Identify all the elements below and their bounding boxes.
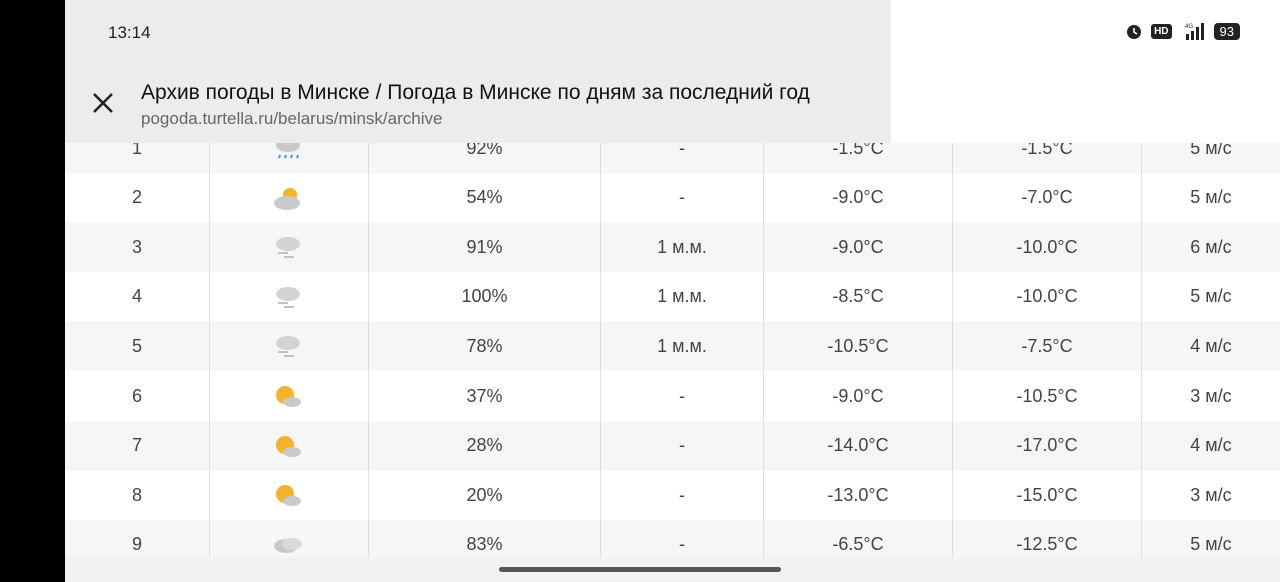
weather-icon-cell: [210, 371, 369, 421]
status-icons: HD 4G 93: [1125, 22, 1240, 40]
wind-cell: 5 м/с: [1190, 286, 1232, 307]
t2-cell: -17.0°C: [953, 420, 1142, 471]
weather-icon-cell: [210, 420, 369, 471]
humidity-cell: 91%: [369, 222, 601, 273]
sun-cloud-icon: [274, 187, 300, 210]
wind-cell: 5 м/с: [1190, 534, 1232, 555]
svg-text:4G: 4G: [1185, 24, 1193, 30]
wind-cell: 3 м/с: [1190, 484, 1232, 505]
weather-icon-cell: [210, 470, 369, 521]
precip-cell: -: [601, 172, 764, 223]
day-cell: 4: [65, 271, 210, 322]
t2-cell: -12.5°C: [953, 519, 1142, 570]
t1-cell: -9.0°C: [764, 222, 953, 273]
day-cell: 9: [65, 519, 210, 570]
4g-signal-icon: 4G: [1185, 23, 1204, 40]
day-cell: 3: [65, 222, 210, 273]
day-cell: 6: [65, 371, 210, 421]
page-url[interactable]: pogoda.turtella.ru/belarus/minsk/archive: [141, 109, 443, 128]
weather-icon-cell: [210, 271, 369, 322]
humidity-cell: 83%: [369, 519, 601, 570]
humidity-cell: 54%: [369, 172, 601, 223]
screen: 1 92% - -1.5°C -1.5°C 5 м/с 2 54% - -9.0°C -7.0°C 5…: [65, 0, 1280, 582]
wind-cell: 6 м/с: [1190, 236, 1232, 257]
sun-small-cloud-icon: [276, 386, 301, 407]
precip-cell: 1 м.м.: [601, 271, 764, 322]
day-cell: 8: [65, 470, 210, 521]
t2-cell: -7.0°C: [953, 172, 1142, 223]
table-row: 4 100% 1 м.м. -8.5°C -10.0°C 5 м/с: [65, 271, 1280, 322]
precip-cell: -: [601, 420, 764, 471]
status-time: 13:14: [108, 23, 151, 42]
t2-cell: -10.0°C: [953, 271, 1142, 322]
humidity-cell: 28%: [369, 420, 601, 471]
weather-icon-cell: [210, 172, 369, 223]
t2-cell: -7.5°C: [953, 321, 1142, 372]
day-cell: 1: [65, 123, 210, 173]
precip-cell: -: [601, 123, 764, 173]
precip-cell: 1 м.м.: [601, 222, 764, 273]
table-row: 7 28% - -14.0°C -17.0°C 4 м/с: [65, 420, 1280, 471]
weather-icon-cell: [210, 519, 369, 570]
table-row: 2 54% - -9.0°C -7.0°C 5 м/с: [65, 172, 1280, 223]
snow-icon: [276, 237, 300, 259]
close-icon[interactable]: [90, 90, 116, 116]
precip-cell: -: [601, 519, 764, 570]
wind-cell: 5 м/с: [1190, 187, 1232, 208]
table-row: 5 78% 1 м.м. -10.5°C -7.5°C 4 м/с: [65, 321, 1280, 372]
browser-header: 13:14 Архив погоды в Минске / Погода в М…: [65, 0, 891, 143]
t2-cell: -15.0°C: [953, 470, 1142, 521]
t2-cell: -10.0°C: [953, 222, 1142, 273]
cloudy-icon: [274, 537, 302, 553]
wind-cell: 4 м/с: [1190, 335, 1232, 356]
precip-cell: -: [601, 470, 764, 521]
t1-cell: -6.5°C: [764, 519, 953, 570]
table-row: 3 91% 1 м.м. -9.0°C -10.0°C 6 м/с: [65, 222, 1280, 273]
humidity-cell: 37%: [369, 371, 601, 421]
humidity-cell: 100%: [369, 271, 601, 322]
sun-small-cloud-icon: [276, 485, 301, 507]
t1-cell: -10.5°C: [764, 321, 953, 372]
t1-cell: -9.0°C: [764, 172, 953, 223]
precip-cell: 1 м.м.: [601, 321, 764, 372]
day-cell: 2: [65, 172, 210, 223]
day-cell: 5: [65, 321, 210, 372]
battery-level: 93: [1213, 22, 1240, 40]
gesture-handle[interactable]: [499, 567, 781, 572]
day-cell: 7: [65, 420, 210, 471]
t1-cell: -8.5°C: [764, 271, 953, 322]
humidity-cell: 78%: [369, 321, 601, 372]
snow-icon: [276, 286, 300, 308]
table-row: 8 20% - -13.0°C -15.0°C 3 м/с: [65, 470, 1280, 521]
wind-cell: 4 м/с: [1190, 435, 1232, 456]
wind-cell: 3 м/с: [1190, 385, 1232, 406]
t1-cell: -13.0°C: [764, 470, 953, 521]
page-title: Архив погоды в Минске / Погода в Минске …: [141, 81, 810, 104]
weather-icon-cell: [210, 321, 369, 372]
snow-icon: [276, 336, 300, 358]
table-row: 6 37% - -9.0°C -10.5°C 3 м/с: [65, 371, 1280, 421]
t1-cell: -9.0°C: [764, 371, 953, 421]
hd-icon: HD: [1151, 23, 1172, 39]
humidity-cell: 20%: [369, 470, 601, 521]
alarm-icon: [1127, 25, 1142, 39]
weather-icon-cell: [210, 222, 369, 273]
t1-cell: -14.0°C: [764, 420, 953, 471]
precip-cell: -: [601, 371, 764, 421]
t2-cell: -10.5°C: [953, 371, 1142, 421]
browser-header-right: HD 4G 93: [891, 0, 1280, 143]
sun-small-cloud-icon: [276, 435, 301, 457]
